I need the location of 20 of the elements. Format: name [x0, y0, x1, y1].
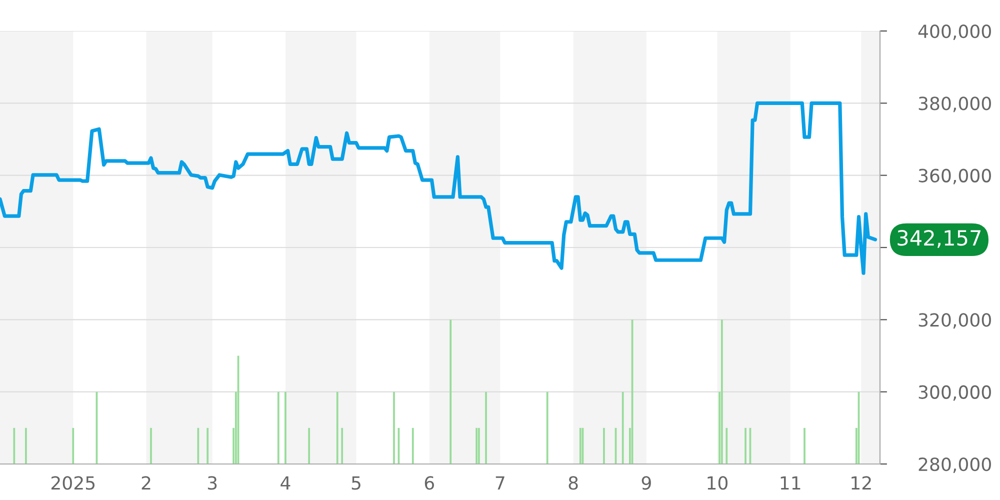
x-tick-label: 2 — [142, 476, 150, 490]
annotation: 342,157 — [898, 230, 980, 248]
x-tick-label: 7 — [496, 476, 504, 490]
x-tick-label: 5 — [352, 476, 360, 490]
x-tick-label: 2025 — [51, 476, 95, 490]
y-tick-label: 400,000 — [918, 24, 991, 40]
x-tick-label: 10 — [708, 476, 728, 490]
line-series — [0, 101, 878, 275]
x-tick-label: 4 — [280, 476, 290, 490]
x-tick-label: 12 — [852, 476, 871, 490]
y-tick-label: 320,000 — [918, 313, 991, 329]
y-tick-label: 380,000 — [918, 96, 991, 112]
x-tick-label: 6 — [424, 476, 434, 490]
y-tick-label: 300,000 — [918, 385, 991, 401]
x-tick-label: 11 — [780, 476, 800, 490]
x-tick-label: 8 — [568, 476, 578, 490]
x-tick-label: 3 — [208, 476, 217, 490]
y-tick-label: 280,000 — [918, 457, 991, 473]
x-tick-label: 9 — [642, 476, 651, 490]
y-tick-label: 360,000 — [918, 168, 991, 184]
